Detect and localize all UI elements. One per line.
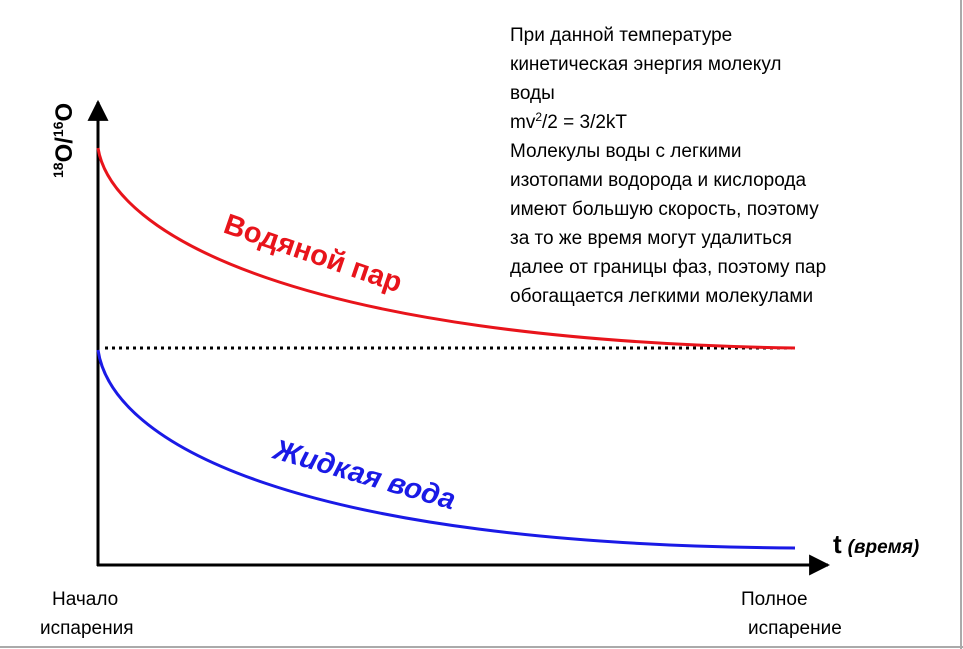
start-label: Начало xyxy=(52,589,118,610)
liquid-label: Жидкая вода xyxy=(268,433,459,516)
note-line: кинетическая энергия молекул xyxy=(510,54,782,75)
superscript: 18 xyxy=(50,162,66,178)
end-label: Полное xyxy=(741,589,808,610)
label-part: (время) xyxy=(848,537,920,558)
liquid-curve xyxy=(96,349,796,550)
superscript: 16 xyxy=(50,121,66,137)
note-line: обогащается легкими молекулами xyxy=(510,286,813,307)
note-line: имеют большую скорость, поэтому xyxy=(510,199,819,220)
formula: mv2/2 = 3/2kT xyxy=(510,110,627,133)
label-part: O xyxy=(51,103,78,122)
label-part: O/ xyxy=(51,137,78,163)
note-line: далее от границы фаз, поэтому пар xyxy=(510,257,826,278)
note-line: за то же время могут удалиться xyxy=(510,228,792,249)
y-axis-label: 18O/16O xyxy=(50,103,78,178)
start-label: испарения xyxy=(40,618,134,639)
note-line: изотопами водорода и кислорода xyxy=(510,170,806,191)
note-line: воды xyxy=(510,83,555,104)
label-part: t xyxy=(833,529,842,559)
x-axis-label: t (время) xyxy=(833,529,919,559)
end-label: испарение xyxy=(748,618,842,639)
note: При данной температуре кинетическая энерг… xyxy=(510,25,826,307)
superscript: 2 xyxy=(535,110,542,124)
note-line: При данной температуре xyxy=(510,25,732,46)
vapor-label: Водяной пар xyxy=(220,208,406,299)
vapor-curve xyxy=(96,147,796,350)
formula-part: mv xyxy=(510,112,536,133)
note-line: Молекулы воды с легкими xyxy=(510,141,742,162)
formula-part: /2 = 3/2kT xyxy=(542,112,627,133)
